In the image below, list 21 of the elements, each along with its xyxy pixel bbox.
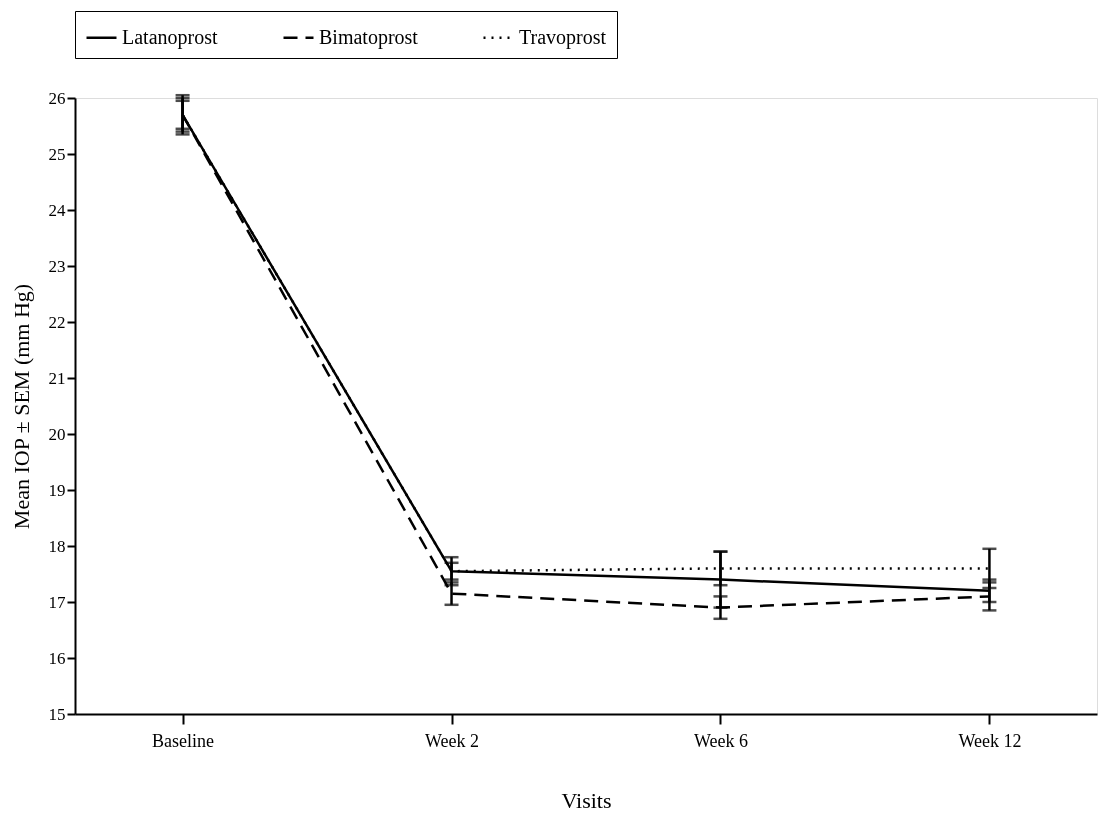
- legend-label: Travoprost: [519, 25, 607, 49]
- x-tick-label: Week 2: [425, 730, 480, 751]
- y-tick-label: 24: [48, 200, 66, 220]
- y-tick-label: 15: [48, 704, 66, 724]
- legend-label: Latanoprost: [122, 25, 218, 49]
- x-tick-label: Baseline: [152, 730, 215, 751]
- x-tick-label: Week 12: [958, 730, 1022, 751]
- y-tick-label: 26: [48, 88, 66, 108]
- y-tick-label: 16: [48, 648, 66, 668]
- y-axis-title: Mean IOP ± SEM (mm Hg): [8, 283, 34, 530]
- y-tick-label: 19: [48, 480, 66, 500]
- y-tick-label: 23: [48, 256, 66, 276]
- x-tick-label: Week 6: [693, 730, 748, 751]
- legend-label: Bimatoprost: [319, 25, 419, 49]
- y-tick-label: 21: [48, 368, 66, 388]
- x-axis-title: Visits: [561, 787, 612, 813]
- y-tick-label: 18: [48, 536, 66, 556]
- y-tick-label: 22: [48, 312, 66, 332]
- y-tick-label: 17: [48, 592, 66, 612]
- y-tick-label: 25: [48, 144, 66, 164]
- y-tick-label: 20: [48, 424, 66, 444]
